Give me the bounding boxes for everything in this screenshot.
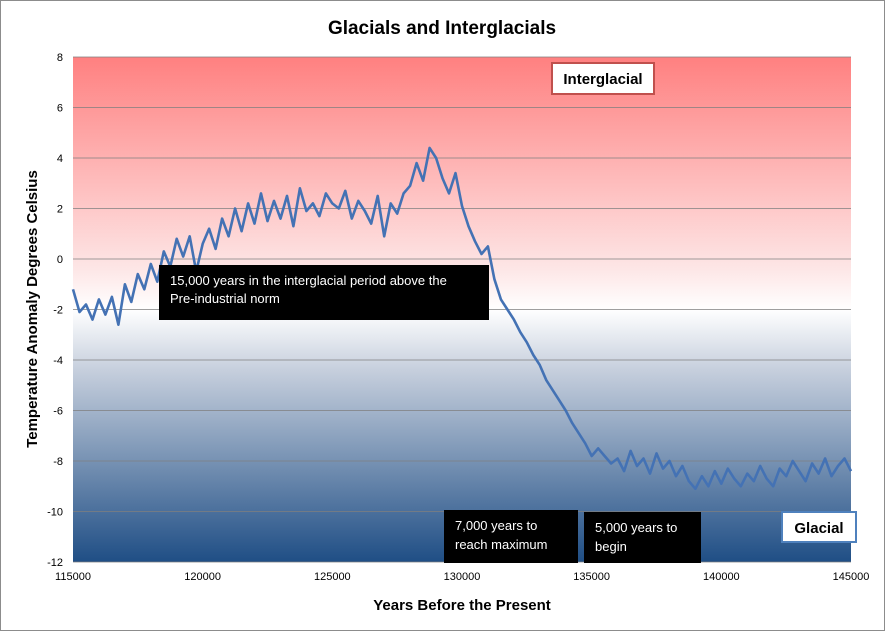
- interglacial-label: Interglacial: [551, 62, 655, 95]
- annotation-line: reach maximum: [455, 537, 547, 552]
- annotation-interglacial-duration: 15,000 years in the interglacial period …: [159, 265, 489, 320]
- x-tick-labels: 115000 120000 125000 130000 135000 140000 1450…: [55, 571, 869, 583]
- chart-title: Glacials and Interglacials: [328, 18, 556, 39]
- y-tick-label: 8: [57, 52, 63, 64]
- y-tick-label: -10: [47, 507, 63, 519]
- temperature-series-line: [71, 146, 853, 491]
- annotation-reach-maximum: 7,000 years to reach maximum: [444, 510, 578, 563]
- x-tick-label: 120000: [184, 571, 221, 583]
- x-tick-label: 135000: [573, 571, 610, 583]
- x-tick-label: 145000: [833, 571, 870, 583]
- annotation-line: 15,000 years in the interglacial period …: [170, 273, 447, 288]
- y-tick-label: 6: [57, 103, 63, 115]
- y-tick-label: 0: [57, 254, 63, 266]
- annotation-line: 5,000 years to: [595, 520, 677, 535]
- y-axis-title: Temperature Anomaly Degrees Celsius: [24, 170, 41, 448]
- x-tick-label: 140000: [703, 571, 740, 583]
- y-tick-label: -2: [53, 305, 63, 317]
- x-tick-label: 130000: [444, 571, 481, 583]
- glacial-label: Glacial: [781, 511, 857, 543]
- y-tick-label: -6: [53, 406, 63, 418]
- y-tick-label: -8: [53, 456, 63, 468]
- annotation-line: 7,000 years to: [455, 518, 537, 533]
- glacial-label-text: Glacial: [794, 520, 843, 537]
- y-tick-labels: 8 6 4 2 0 -2 -4 -6 -8 -10 -12: [47, 52, 63, 569]
- interglacial-label-text: Interglacial: [563, 71, 642, 88]
- x-axis-title: Years Before the Present: [373, 597, 551, 614]
- annotation-line: Pre-industrial norm: [170, 291, 280, 306]
- x-tick-label: 115000: [55, 571, 91, 583]
- x-tick-label: 125000: [314, 571, 351, 583]
- y-tick-label: -12: [47, 557, 63, 569]
- annotation-line: begin: [595, 539, 627, 554]
- y-tick-label: 2: [57, 204, 63, 216]
- y-tick-label: 4: [57, 153, 63, 165]
- annotation-begin: 5,000 years to begin: [584, 512, 701, 563]
- y-tick-label: -4: [53, 355, 63, 367]
